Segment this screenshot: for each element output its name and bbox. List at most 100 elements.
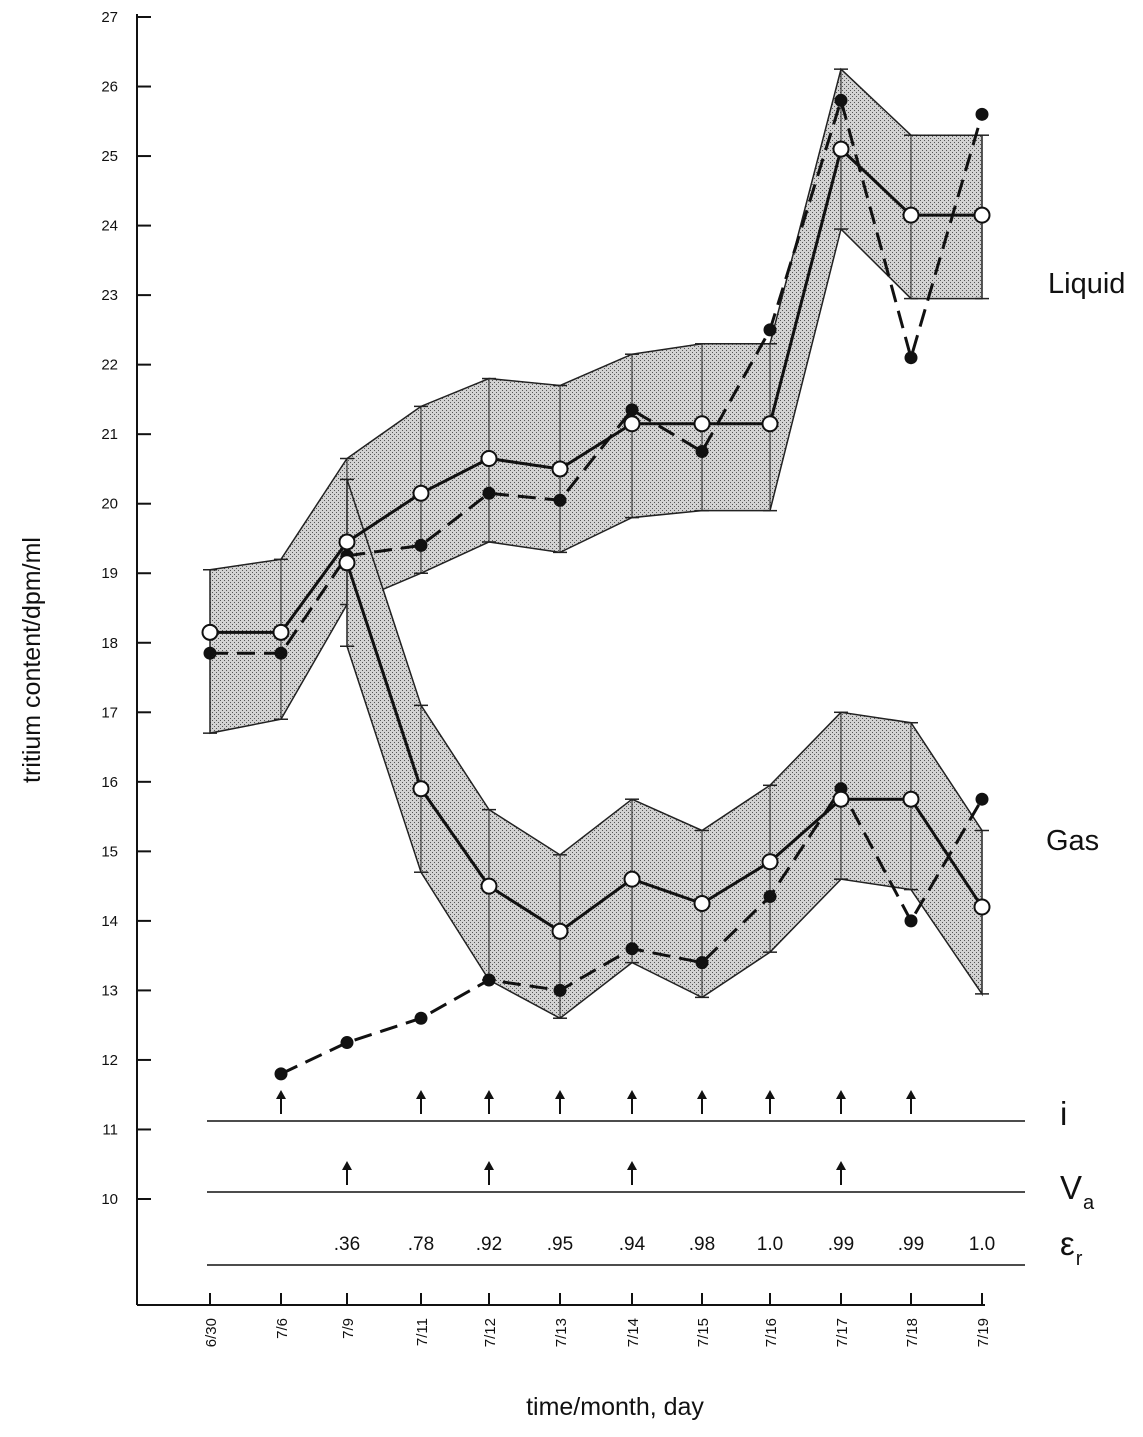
epsilon-value: .99 [898,1234,924,1255]
mean-point-gas [480,877,498,895]
mean-point-gas [338,554,356,572]
y-axis-title: tritium content/dpm/ml [18,537,46,783]
event-row-label-0: i [1060,1095,1067,1132]
epsilon-value: .36 [334,1234,360,1255]
event-arrow-head [484,1090,494,1099]
measured-point-gas [340,1036,354,1050]
x-tick-label: 7/12 [482,1318,499,1347]
epsilon-value: .98 [689,1234,715,1255]
mean-point-gas [412,780,430,798]
measured-point-liquid [553,493,567,507]
measured-point-gas [695,956,709,970]
y-tick-label: 17 [101,704,118,721]
x-tick-label: 7/18 [904,1318,921,1347]
mean-point-gas [902,790,920,808]
y-tick-label: 25 [101,148,118,165]
measured-point-liquid [763,323,777,337]
measured-point-liquid [203,646,217,660]
event-arrow-head [342,1161,352,1170]
measured-point-gas [553,983,567,997]
y-tick-label: 15 [101,843,118,860]
measured-point-liquid [904,351,918,365]
event-arrow-head [697,1090,707,1099]
measured-point-gas [414,1011,428,1025]
mean-point-liquid [272,623,290,641]
event-arrow-head [627,1090,637,1099]
mean-point-liquid [551,460,569,478]
mean-point-liquid [480,450,498,468]
measured-point-gas [274,1067,288,1081]
mean-line-liquid [210,146,982,634]
x-tick-label: 7/19 [975,1318,992,1347]
event-arrow-head [836,1090,846,1099]
y-tick-label: 14 [101,913,118,930]
measured-point-gas [763,890,777,904]
y-tick-label: 27 [101,9,118,26]
event-rows: i Va εr .36 .78 .92 .95 .94 .98 1.0 .99 .99 1.0 [207,1090,1095,1270]
mean-point-liquid [338,533,356,551]
x-tick-label: 7/16 [763,1318,780,1347]
x-tick-label: 7/15 [695,1318,712,1347]
y-tick-label: 23 [101,287,118,304]
event-arrow-head [906,1090,916,1099]
y-tick-label: 11 [102,1121,118,1138]
mean-point-liquid [623,415,641,433]
x-tick-label: 7/17 [834,1318,851,1347]
mean-point-gas [832,790,850,808]
event-arrow-head [484,1161,494,1170]
x-tick-label: 7/13 [553,1318,570,1347]
event-arrow-head [555,1090,565,1099]
series-layer [201,93,991,1081]
mean-point-liquid [201,623,219,641]
measured-point-liquid [625,403,639,417]
epsilon-value: .99 [828,1234,854,1255]
y-tick-label: 26 [101,79,118,96]
measured-point-liquid [482,486,496,500]
y-tick-label: 22 [101,357,118,374]
epsilon-value: 1.0 [969,1234,995,1255]
event-arrow-head [836,1161,846,1170]
y-tick-label: 24 [101,218,118,235]
x-tick-label: 7/11 [414,1318,431,1346]
mean-point-liquid [902,206,920,224]
epsilon-value: .92 [476,1234,502,1255]
axes: 10 11 12 13 14 15 16 17 18 19 20 21 22 23 24 25 26 27 6/30… [18,9,992,1421]
event-row-label-1: Va [1060,1169,1095,1214]
mean-point-liquid [973,206,991,224]
measured-point-gas [625,942,639,956]
mean-point-gas [623,870,641,888]
y-tick-label: 16 [101,774,118,791]
band-liquid [209,67,983,735]
epsilon-value: .95 [547,1234,573,1255]
epsilon-value: .94 [619,1234,646,1255]
x-tick-label: 7/6 [274,1318,291,1339]
measured-point-liquid [274,646,288,660]
mean-point-liquid [693,415,711,433]
labels-layer: Liquid Gas [1046,268,1125,857]
y-tick-label: 13 [101,982,118,999]
epsilon-value: .78 [408,1234,434,1255]
mean-point-liquid [761,415,779,433]
x-tick-label: 7/14 [625,1318,642,1347]
series-label-gas: Gas [1046,825,1099,857]
event-arrow-head [627,1161,637,1170]
y-tick-label: 20 [101,496,118,513]
epsilon-value: 1.0 [757,1234,783,1255]
measured-point-gas [904,914,918,928]
mean-point-liquid [412,484,430,502]
measured-line-liquid [210,95,984,655]
measured-point-gas [482,973,496,987]
mean-line-gas [345,562,984,934]
y-tick-label: 19 [101,565,118,582]
y-tick-label: 10 [101,1191,118,1208]
mean-point-gas [551,922,569,940]
x-tick-label: 7/9 [340,1318,357,1339]
y-tick-label: 18 [101,635,118,652]
measured-point-gas [975,792,989,806]
event-arrow-head [765,1090,775,1099]
series-label-liquid: Liquid [1048,268,1125,300]
mean-point-gas [693,895,711,912]
measured-point-liquid [695,445,709,459]
event-row-label-2: εr [1060,1225,1083,1270]
